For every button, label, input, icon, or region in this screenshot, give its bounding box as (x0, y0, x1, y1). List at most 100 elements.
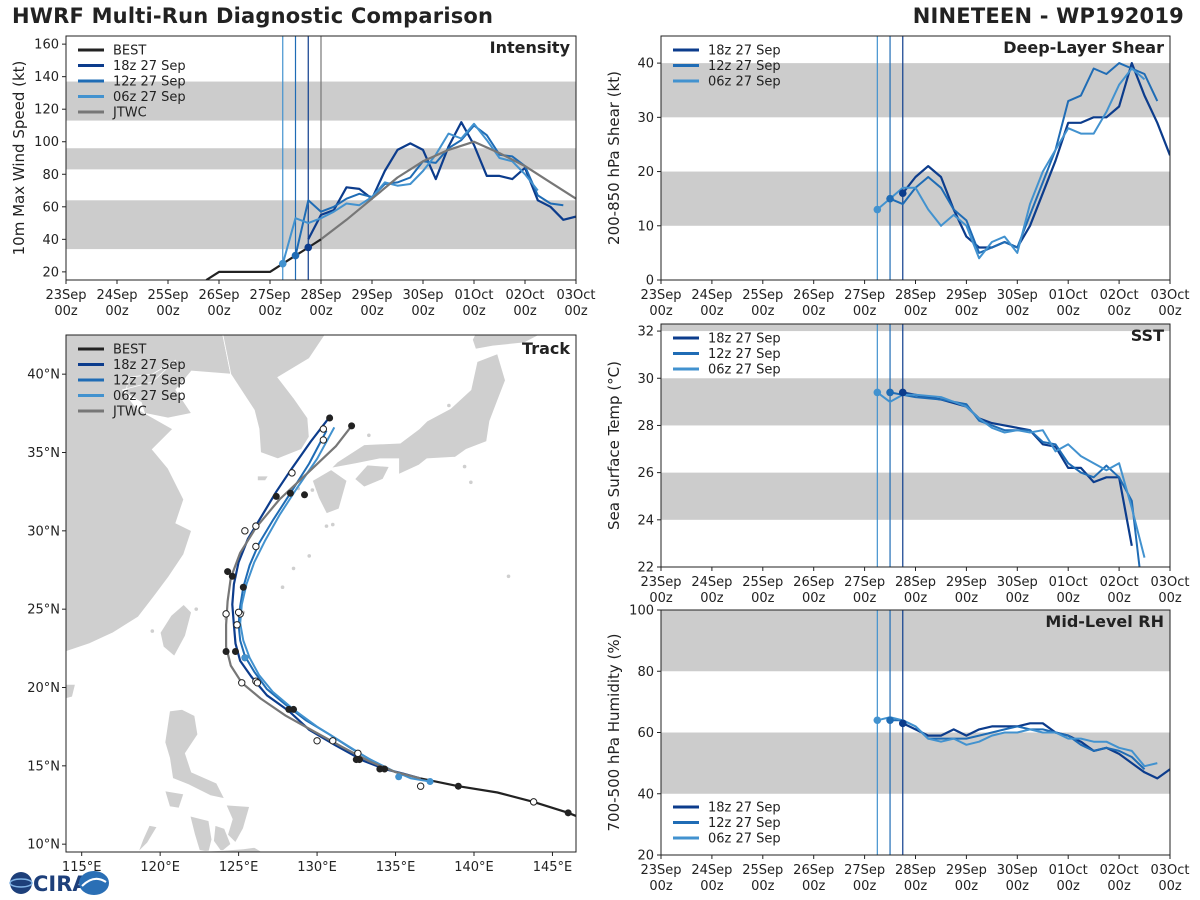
rh-panel: 2040608010023Sep00z24Sep00z25Sep00z26Sep… (605, 604, 1190, 895)
island-14 (194, 607, 199, 611)
land-hokkaido (471, 335, 541, 350)
shear-legend-label-2: 06z 27 Sep (708, 75, 781, 90)
shear-xtick-day-5: 28Sep (895, 288, 936, 303)
shear-band-1 (661, 63, 1170, 118)
track-series-2-marker-filled-4 (286, 489, 294, 497)
sst-xtick-day-8: 01Oct (1049, 575, 1088, 590)
track-series-3-marker-open-3 (252, 542, 260, 551)
track-ytick-label-5: 35°N (27, 446, 60, 461)
sst-xtick-day-3: 26Sep (793, 575, 834, 590)
track-xtick-label-5: 140°E (454, 860, 494, 875)
intensity-xtick-day-10: 03Oct (556, 288, 595, 303)
track-plot-area (66, 335, 576, 852)
rh-xtick-hour-6: 00z (955, 879, 979, 894)
shear-title: Deep-Layer Shear (1003, 38, 1164, 57)
land-hainan (66, 684, 76, 699)
shear-ylabel: 200-850 hPa Shear (kt) (605, 71, 623, 245)
track-series-4-marker-open-0 (238, 679, 246, 687)
intensity-xtick-day-1: 24Sep (96, 288, 137, 303)
sst-plot-area (661, 324, 1170, 567)
land-asia-mainland (66, 335, 232, 652)
sst-xtick-hour-9: 00z (1107, 591, 1131, 606)
track-xtick-label-1: 120°E (140, 860, 180, 875)
intensity-series-1-line (307, 121, 576, 240)
rh-series-0-line (902, 722, 1170, 780)
sst-xtick-hour-0: 00z (649, 591, 673, 606)
rh-xtick-hour-5: 00z (904, 879, 928, 894)
track-series-0-marker-filled-0 (564, 809, 572, 817)
track-series-2-marker-open-0 (354, 749, 362, 757)
shear-series-2-line (876, 67, 1146, 260)
shear-ytick-label-2: 20 (637, 165, 654, 180)
track-ytick-label-1: 15°N (27, 759, 60, 774)
shear-xtick-hour-7: 00z (1006, 304, 1030, 319)
track-series-1-marker-open-2 (241, 527, 249, 535)
track-series-4-marker-open-1 (222, 610, 230, 618)
rh-band-0 (661, 732, 1170, 794)
sst-xtick-hour-4: 00z (853, 591, 877, 606)
track-ytick-label-2: 20°N (27, 681, 60, 696)
sst-xtick-hour-8: 00z (1057, 591, 1081, 606)
rh-band-1 (661, 610, 1170, 672)
shear-xtick-day-3: 26Sep (793, 288, 834, 303)
track-series-4-marker-filled-1 (222, 647, 230, 655)
track-ytick-label-3: 25°N (27, 603, 60, 618)
sst-ytick-label-3: 28 (637, 419, 654, 434)
track-title: Track (522, 339, 570, 358)
sst-legend-label-2: 06z 27 Sep (708, 363, 781, 378)
island-2 (307, 554, 312, 558)
intensity-panel: 2040608010012014016023Sep00z24Sep00z25Se… (10, 35, 596, 319)
logo-emblem-icon (79, 871, 109, 895)
track-series-2-marker-filled-3 (239, 583, 247, 591)
intensity-xtick-day-3: 26Sep (198, 288, 239, 303)
track-series-3-marker-open-5 (319, 436, 328, 444)
rh-init-marker-0 (873, 716, 882, 725)
track-series-4-marker-filled-0 (352, 756, 360, 764)
shear-init-marker-0 (873, 205, 882, 214)
shear-panel: 01020304023Sep00z24Sep00z25Sep00z26Sep00… (605, 35, 1190, 319)
sst-xtick-hour-5: 00z (904, 591, 928, 606)
shear-ytick-label-0: 0 (646, 274, 654, 289)
sst-band-1 (661, 378, 1170, 426)
figure-title: HWRF Multi-Run Diagnostic Comparison (12, 4, 494, 28)
rh-ylabel: 700-500 hPa Humidity (%) (605, 633, 623, 831)
shear-xtick-day-2: 25Sep (742, 288, 783, 303)
intensity-init-marker-0 (278, 259, 287, 268)
rh-xtick-day-7: 30Sep (997, 863, 1038, 878)
intensity-ytick-label-0: 20 (42, 265, 59, 280)
shear-xtick-hour-1: 00z (700, 304, 724, 319)
land-honshu (330, 353, 506, 476)
shear-xtick-hour-5: 00z (904, 304, 928, 319)
rh-xtick-day-0: 23Sep (640, 863, 681, 878)
sst-band-0 (661, 472, 1170, 520)
rh-xtick-day-10: 03Oct (1150, 863, 1189, 878)
intensity-legend-label-0: BEST (113, 44, 146, 59)
rh-xtick-hour-1: 00z (700, 879, 724, 894)
intensity-xtick-day-5: 28Sep (300, 288, 341, 303)
track-series-3-marker-open-2 (234, 608, 243, 616)
intensity-ytick-label-4: 100 (34, 135, 59, 150)
island-0 (280, 585, 285, 590)
sst-series-2-line (876, 391, 1146, 558)
sst-xtick-day-5: 28Sep (895, 575, 936, 590)
intensity-xtick-hour-7: 00z (411, 304, 435, 319)
track-ytick-label-6: 40°N (27, 368, 60, 383)
intensity-ytick-label-3: 80 (42, 168, 59, 183)
sst-ytick-label-4: 30 (637, 372, 654, 387)
sst-init-marker-0 (873, 388, 882, 397)
shear-xtick-hour-2: 00z (751, 304, 775, 319)
sst-xtick-day-4: 27Sep (844, 575, 885, 590)
land-jeju (256, 475, 270, 482)
track-xtick-label-3: 130°E (297, 860, 337, 875)
intensity-xtick-hour-0: 00z (54, 304, 78, 319)
intensity-xtick-day-4: 27Sep (249, 288, 290, 303)
sst-xtick-hour-2: 00z (751, 591, 775, 606)
logo-swoosh-icon (81, 877, 107, 887)
rh-init-marker-1 (886, 716, 894, 725)
island-13 (447, 403, 451, 408)
land-mindanao (191, 846, 263, 852)
sst-init-marker-1 (886, 388, 894, 397)
sst-xtick-hour-10: 00z (1158, 591, 1182, 606)
land-luzon (164, 708, 226, 800)
shear-xtick-day-4: 27Sep (844, 288, 885, 303)
